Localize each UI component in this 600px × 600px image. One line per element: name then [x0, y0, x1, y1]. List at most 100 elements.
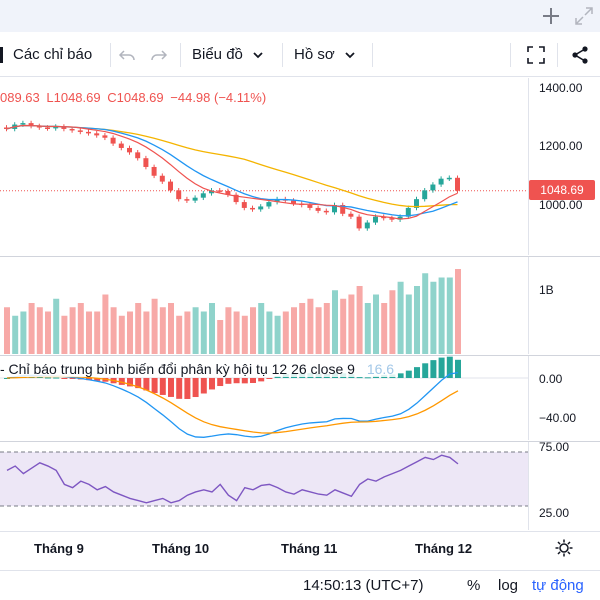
volume-bar: [389, 290, 396, 354]
ohlc-close: C1048.69: [107, 90, 164, 105]
volume-bar: [373, 294, 379, 354]
candle-body: [127, 147, 132, 153]
candle-body: [266, 202, 272, 207]
share-button[interactable]: [570, 33, 592, 76]
volume-pane[interactable]: [0, 257, 528, 354]
chart-type-dropdown[interactable]: Biểu đồ: [192, 33, 276, 76]
volume-bar: [250, 307, 256, 354]
macd-histogram-bar: [94, 378, 101, 381]
volume-bar: [61, 315, 68, 354]
price-tick: 1200.00: [539, 139, 583, 153]
volume-bar: [12, 315, 19, 354]
rsi-pane[interactable]: [0, 442, 528, 530]
candle-body: [94, 133, 100, 136]
price-axis[interactable]: 1400.00 1200.00 1000.00: [528, 78, 600, 255]
percent-toggle[interactable]: %: [467, 577, 481, 594]
candle-body: [159, 175, 165, 182]
candle-body: [4, 127, 9, 129]
macd-histogram-bar: [127, 378, 133, 387]
macd-histogram-bar: [184, 378, 191, 399]
macd-axis[interactable]: 0.00 −40.00: [528, 356, 600, 440]
toolbar-divider: [557, 43, 558, 67]
settings-icon[interactable]: [554, 538, 574, 558]
auto-scale-toggle[interactable]: tự động: [532, 577, 584, 594]
candle-body: [258, 206, 264, 210]
candle-body: [86, 131, 91, 134]
chart-toolbar: Các chỉ báo Biểu đồ Hồ sơ: [0, 33, 600, 77]
pane-divider[interactable]: [0, 441, 600, 442]
macd-pane[interactable]: [0, 356, 528, 440]
volume-bar: [159, 307, 166, 354]
candle-body: [233, 194, 239, 203]
volume-bar: [184, 311, 191, 354]
price-pane[interactable]: [0, 78, 528, 255]
candle-body: [217, 190, 223, 192]
macd-histogram-bar: [233, 378, 240, 384]
macd-histogram-bar: [258, 378, 265, 382]
macd-histogram-bar: [168, 378, 174, 397]
volume-bar: [77, 303, 84, 354]
macd-histogram-bar: [405, 370, 412, 378]
candle-body: [364, 222, 370, 229]
current-price-label: 1048.69: [529, 180, 595, 200]
pane-divider[interactable]: [0, 355, 600, 356]
volume-bar: [209, 303, 215, 354]
undo-button[interactable]: [118, 33, 140, 76]
volume-bar: [86, 311, 92, 354]
candle-body: [192, 197, 198, 201]
time-axis-border: [0, 531, 600, 532]
price-tick: 1000.00: [539, 198, 583, 212]
volume-bar: [455, 269, 461, 354]
ohlc-open: 089.63: [0, 90, 40, 105]
macd-tick: 0.00: [539, 372, 563, 386]
macd-histogram-bar: [209, 378, 215, 390]
volume-bar: [225, 307, 232, 354]
log-toggle[interactable]: log: [498, 577, 519, 594]
time-tick: Tháng 12: [415, 541, 473, 556]
volume-bar: [241, 315, 248, 354]
add-icon[interactable]: [539, 4, 563, 28]
macd-histogram-bar: [192, 378, 199, 398]
pane-divider[interactable]: [0, 256, 600, 257]
volume-bar: [102, 294, 109, 354]
macd-line: [6, 371, 459, 438]
macd-histogram-bar: [446, 356, 453, 378]
candle-body: [20, 123, 26, 125]
toolbar-divider: [510, 43, 511, 67]
volume-bar: [200, 311, 207, 354]
fullscreen-button[interactable]: [526, 33, 548, 76]
expand-icon[interactable]: [572, 4, 596, 28]
profile-dropdown[interactable]: Hồ sơ: [294, 33, 364, 76]
volume-bar: [36, 307, 43, 354]
candle-body: [250, 207, 255, 210]
candle-body: [110, 137, 116, 144]
candle-body: [209, 190, 214, 194]
ma-slow-line: [6, 124, 458, 208]
volume-bar: [282, 311, 289, 354]
rsi-tick: 75.00: [539, 440, 570, 454]
candle-body: [422, 190, 428, 200]
candle-body: [291, 200, 296, 204]
volume-axis[interactable]: 1B: [528, 257, 600, 354]
macd-histogram-bar: [250, 378, 256, 383]
volume-bar: [405, 294, 412, 354]
macd-histogram-bar: [397, 373, 404, 378]
candle-body: [340, 205, 346, 214]
rsi-band: [0, 452, 528, 506]
volume-bar: [4, 307, 10, 354]
ma-fast-line: [6, 124, 458, 220]
clock[interactable]: 14:50:13 (UTC+7): [303, 577, 424, 594]
candle-body: [397, 216, 403, 220]
volume-bar: [397, 281, 404, 354]
candle-body: [176, 190, 182, 200]
candle-body: [405, 207, 411, 217]
volume-bar: [332, 290, 338, 354]
indicators-button[interactable]: Các chỉ báo: [0, 33, 108, 76]
rsi-axis[interactable]: 75.00 25.00: [528, 440, 600, 530]
candle-body: [446, 177, 452, 180]
redo-button[interactable]: [150, 33, 172, 76]
candle-body: [323, 210, 329, 213]
macd-histogram-bar: [4, 378, 10, 379]
top-bar: [0, 0, 600, 32]
macd-histogram-bar: [69, 378, 76, 379]
